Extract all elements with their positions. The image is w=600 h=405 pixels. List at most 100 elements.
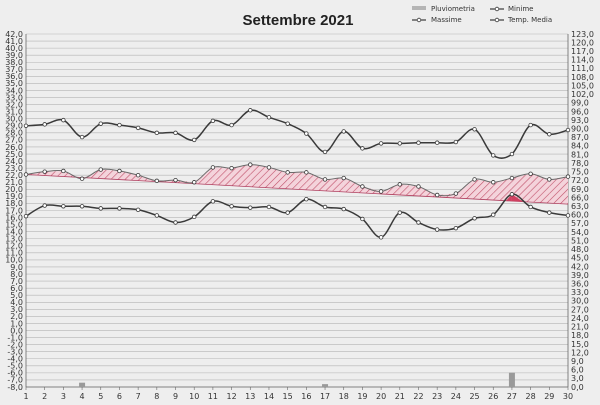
y-tick-right: 96,0 (571, 107, 589, 116)
x-tick-label: 12 (226, 392, 236, 401)
x-tick-label: 19 (357, 392, 367, 401)
y-tick-right: 51,0 (571, 236, 589, 245)
y-tick-left: 32,0 (5, 100, 23, 109)
point-massime (23, 123, 29, 128)
legend-min-label: Minime (508, 5, 534, 13)
point-massime (341, 129, 346, 134)
legend-rain-label: Pluviometria (431, 5, 475, 13)
y-tick-right: 0,0 (571, 383, 584, 392)
x-tick-label: 18 (339, 392, 349, 401)
band-above-reference (493, 178, 512, 202)
y-tick-left: 12,0 (5, 242, 23, 251)
y-tick-left: 27,0 (5, 136, 23, 145)
point-temp-media (453, 191, 459, 196)
y-tick-right: 15,0 (571, 340, 589, 349)
band-above-reference (44, 170, 64, 177)
reference-line (25, 174, 569, 205)
x-tick-label: 10 (189, 392, 199, 401)
y-tick-left: 19,0 (5, 192, 23, 201)
point-minime (61, 204, 66, 209)
y-tick-right: 123,0 (571, 30, 594, 39)
band-above-reference (474, 179, 494, 201)
y-tick-left: 3,0 (10, 305, 23, 314)
point-temp-media (285, 170, 290, 175)
point-temp-media (154, 178, 160, 184)
y-tick-right: 24,0 (571, 314, 589, 323)
band-above-reference (455, 179, 475, 200)
chart-title: Settembre 2021 (243, 12, 354, 29)
point-minime (416, 220, 421, 225)
y-tick-right: 78,0 (571, 159, 589, 168)
y-tick-left: 14,0 (5, 227, 23, 236)
y-tick-left: -5,0 (7, 362, 23, 371)
point-temp-media (416, 184, 421, 189)
y-tick-right: 12,0 (571, 348, 589, 357)
point-temp-media (360, 184, 365, 189)
y-tick-left: -8,0 (7, 383, 23, 392)
x-tick-label: 25 (469, 392, 479, 401)
band-above-reference (399, 184, 419, 196)
grid (25, 33, 569, 388)
band-above-reference (418, 186, 438, 197)
point-temp-media (472, 177, 477, 182)
y-tick-right: 72,0 (571, 176, 589, 185)
highlight-area (506, 194, 512, 202)
y-tick-right: 6,0 (571, 366, 584, 375)
point-minime (491, 212, 496, 217)
temperature-bands (25, 164, 569, 205)
band-above-reference (381, 184, 400, 195)
y-tick-right: 54,0 (571, 228, 589, 237)
x-tick-label: 8 (154, 392, 159, 401)
y-tick-right: 27,0 (571, 305, 589, 314)
x-tick-label: 17 (320, 392, 330, 401)
y-tick-left: 37,0 (5, 65, 23, 74)
point-massime (266, 115, 272, 120)
point-massime (135, 125, 141, 131)
point-minime (266, 204, 272, 210)
y-tick-left: 7,0 (10, 277, 23, 286)
y-tick-left: 18,0 (5, 199, 23, 208)
point-massime (322, 149, 328, 155)
point-minime (117, 206, 122, 211)
y-tick-left: -3,0 (7, 348, 23, 357)
y-tick-left: 17,0 (5, 206, 23, 215)
point-temp-media (509, 175, 515, 181)
point-massime (528, 122, 533, 128)
legend-avg-label: Temp. Media (507, 16, 552, 24)
point-minime (472, 216, 477, 221)
y-tick-right: 108,0 (571, 73, 594, 82)
point-massime (79, 134, 85, 140)
point-temp-media (248, 162, 253, 167)
series-markers (23, 108, 571, 240)
x-tick-label: 1 (23, 392, 28, 401)
point-minime (453, 225, 459, 231)
y-tick-left: -4,0 (7, 355, 23, 364)
point-temp-media (117, 168, 122, 174)
y-tick-right: 30,0 (571, 297, 589, 306)
y-tick-right: 39,0 (571, 271, 589, 280)
point-temp-media (42, 169, 47, 174)
x-tick-label: 13 (245, 392, 255, 401)
band-above-reference (343, 178, 363, 193)
y-tick-left: 23,0 (5, 164, 23, 173)
y-tick-right: 90,0 (571, 125, 589, 134)
x-tick-label: 7 (136, 392, 141, 401)
y-tick-left: 2,0 (10, 312, 23, 321)
point-massime (304, 131, 309, 136)
point-temp-media (304, 170, 309, 175)
point-massime (491, 153, 496, 158)
y-tick-right: 84,0 (571, 142, 589, 151)
point-temp-media (341, 175, 346, 181)
band-above-reference (287, 172, 307, 190)
y-tick-right: 75,0 (571, 168, 589, 177)
legend-max-marker (416, 17, 422, 23)
y-tick-right: 69,0 (571, 185, 589, 194)
y-tick-left: 0,0 (10, 326, 23, 335)
point-minime (547, 210, 552, 215)
y-axis-right: 123,0120,0117,0114,0111,0108,0105,0102,0… (571, 30, 594, 392)
y-tick-left: 15,0 (5, 220, 23, 229)
y-tick-left: -6,0 (7, 369, 23, 378)
x-tick-label: 21 (395, 392, 405, 401)
legend-max-label: Massime (431, 16, 462, 24)
